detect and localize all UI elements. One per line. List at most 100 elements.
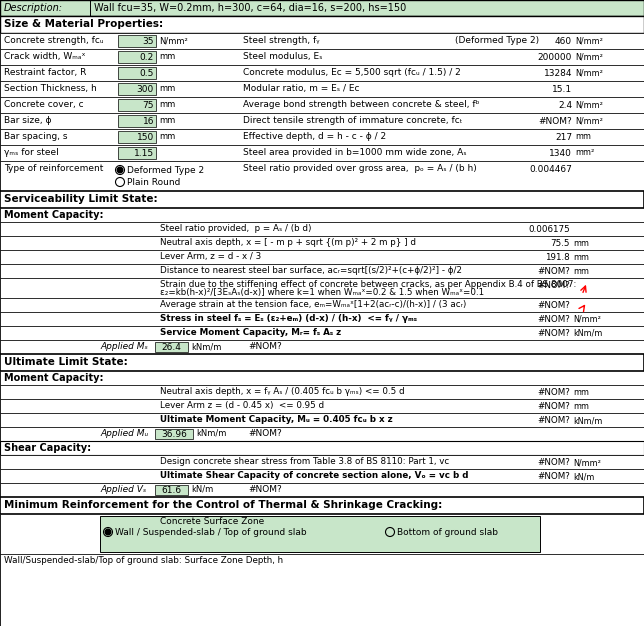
Text: Average strain at the tension face, eₘ=Wₘₐˣ[1+2(aᴄᵣ-c)/(h-x)] / (3 aᴄᵣ): Average strain at the tension face, eₘ=W…: [160, 300, 466, 309]
Text: Effective depth, d = h - c - ϕ / 2: Effective depth, d = h - c - ϕ / 2: [243, 132, 386, 141]
Bar: [0, 65, 644, 81]
Text: N/mm²: N/mm²: [575, 116, 603, 125]
Text: Plain Round: Plain Round: [127, 178, 180, 187]
Text: Moment Capacity:: Moment Capacity:: [4, 210, 104, 220]
Text: Concrete Surface Zone: Concrete Surface Zone: [160, 517, 264, 526]
Text: 61.6: 61.6: [161, 486, 181, 495]
Text: N/mm²: N/mm²: [575, 52, 603, 61]
Text: N/mm²: N/mm²: [575, 100, 603, 109]
Bar: [0, 264, 644, 278]
Text: 1.15: 1.15: [134, 150, 154, 158]
Text: Type of reinforcement: Type of reinforcement: [4, 164, 104, 173]
Text: Applied Mₛ: Applied Mₛ: [100, 342, 148, 351]
Bar: [0, 222, 644, 236]
Bar: [0, 326, 644, 340]
Bar: [0, 354, 644, 371]
Bar: [0, 298, 644, 312]
Text: Steel modulus, Eₛ: Steel modulus, Eₛ: [243, 52, 323, 61]
Text: Steel ratio provided,  p = Aₛ / (b d): Steel ratio provided, p = Aₛ / (b d): [160, 224, 312, 233]
Bar: [0, 81, 644, 97]
Bar: [0, 469, 644, 483]
Text: mm: mm: [573, 402, 589, 411]
Text: Neutral axis depth, x = fᵧ Aₛ / (0.405 fᴄᵤ b γₘₛ) <= 0.5 d: Neutral axis depth, x = fᵧ Aₛ / (0.405 f…: [160, 387, 404, 396]
Bar: [0, 145, 644, 161]
Text: Steel strength, fᵧ: Steel strength, fᵧ: [243, 36, 319, 45]
Bar: [0, 250, 644, 264]
Text: Lever Arm z = (d - 0.45 x)  <= 0.95 d: Lever Arm z = (d - 0.45 x) <= 0.95 d: [160, 401, 324, 410]
Text: Concrete strength, fᴄᵤ: Concrete strength, fᴄᵤ: [4, 36, 104, 45]
Text: mm: mm: [159, 132, 175, 141]
Text: Wall / Suspended-slab / Top of ground slab: Wall / Suspended-slab / Top of ground sl…: [115, 528, 307, 537]
Text: mm: mm: [573, 267, 589, 276]
Bar: [100, 516, 540, 552]
Text: Moment Capacity:: Moment Capacity:: [4, 373, 104, 383]
Text: Concrete modulus, Eᴄ = 5,500 sqrt (fᴄᵤ / 1.5) / 2: Concrete modulus, Eᴄ = 5,500 sqrt (fᴄᵤ /…: [243, 68, 460, 77]
Bar: [0, 0, 644, 16]
Text: 0.006175: 0.006175: [528, 225, 570, 234]
Bar: [155, 485, 188, 495]
Text: (Deformed Type 2): (Deformed Type 2): [455, 36, 539, 45]
Text: kNm/m: kNm/m: [573, 329, 602, 338]
Text: 2.4: 2.4: [558, 101, 572, 111]
Text: 191.8: 191.8: [545, 253, 570, 262]
Bar: [118, 83, 156, 95]
Text: Stress in steel fₛ = Eₛ (ε₂+eₘ) (d-x) / (h-x)  <= fᵧ / γₘₛ: Stress in steel fₛ = Eₛ (ε₂+eₘ) (d-x) / …: [160, 314, 417, 323]
Text: mm: mm: [573, 388, 589, 397]
Text: Shear Capacity:: Shear Capacity:: [4, 443, 91, 453]
Bar: [0, 441, 644, 455]
Text: mm²: mm²: [575, 148, 594, 157]
Bar: [118, 147, 156, 159]
Text: Neutral axis depth, x = [ - m p + sqrt {(m p)² + 2 m p} ] d: Neutral axis depth, x = [ - m p + sqrt {…: [160, 238, 416, 247]
Text: mm: mm: [159, 52, 175, 61]
Bar: [0, 340, 644, 354]
Bar: [0, 427, 644, 441]
Text: Bottom of ground slab: Bottom of ground slab: [397, 528, 498, 537]
Bar: [0, 16, 644, 33]
Text: #NOM?: #NOM?: [537, 388, 570, 397]
Bar: [0, 385, 644, 399]
Text: Minimum Reinforcement for the Control of Thermal & Shrinkage Cracking:: Minimum Reinforcement for the Control of…: [4, 500, 442, 510]
Text: 75.5: 75.5: [551, 239, 570, 248]
Text: Distance to nearest steel bar surface, aᴄᵣ=sqrt[(s/2)²+(c+ϕ/2)²] - ϕ/2: Distance to nearest steel bar surface, a…: [160, 266, 462, 275]
Bar: [0, 554, 644, 626]
Text: Ultimate Limit State:: Ultimate Limit State:: [4, 357, 128, 367]
Text: 13284: 13284: [544, 69, 572, 78]
Bar: [118, 99, 156, 111]
Text: N/mm²: N/mm²: [573, 315, 601, 324]
Text: Modular ratio, m = Eₛ / Eᴄ: Modular ratio, m = Eₛ / Eᴄ: [243, 84, 359, 93]
Bar: [0, 49, 644, 65]
Text: 0.004467: 0.004467: [529, 165, 572, 175]
Text: N/mm²: N/mm²: [159, 36, 188, 45]
Text: Bar size, ϕ: Bar size, ϕ: [4, 116, 52, 125]
Text: Wall fcu=35, W=0.2mm, h=300, c=64, dia=16, s=200, hs=150: Wall fcu=35, W=0.2mm, h=300, c=64, dia=1…: [94, 3, 406, 13]
Text: #NOM?: #NOM?: [248, 342, 281, 351]
Text: 0.5: 0.5: [140, 69, 154, 78]
Text: 0.2: 0.2: [140, 53, 154, 63]
Text: Description:: Description:: [4, 3, 63, 13]
Text: Section Thickness, h: Section Thickness, h: [4, 84, 97, 93]
Bar: [0, 129, 644, 145]
Text: mm: mm: [575, 132, 591, 141]
Bar: [0, 514, 644, 554]
Text: mm: mm: [159, 116, 175, 125]
Text: Steel ratio provided over gross area,  pₒ = Aₛ / (b h): Steel ratio provided over gross area, pₒ…: [243, 164, 477, 173]
Text: kNm/m: kNm/m: [196, 429, 227, 438]
Text: N/mm²: N/mm²: [573, 458, 601, 467]
Text: mm: mm: [573, 253, 589, 262]
Text: #NOM?: #NOM?: [537, 472, 570, 481]
Text: Bar spacing, s: Bar spacing, s: [4, 132, 68, 141]
Text: Deformed Type 2: Deformed Type 2: [127, 166, 204, 175]
Text: ε₂=kb(h-x)²/[3EₛAₛ(d-x)] where k=1 when Wₘₐˣ=0.2 & 1.5 when Wₘₐˣ=0.1: ε₂=kb(h-x)²/[3EₛAₛ(d-x)] where k=1 when …: [160, 288, 484, 297]
Bar: [0, 312, 644, 326]
Bar: [118, 67, 156, 79]
Text: 36.96: 36.96: [161, 430, 187, 439]
Text: #NOM?: #NOM?: [537, 315, 570, 324]
Text: 16: 16: [142, 118, 154, 126]
Text: mm: mm: [159, 84, 175, 93]
Text: #NOM?: #NOM?: [248, 485, 281, 494]
Text: Size & Material Properties:: Size & Material Properties:: [4, 19, 163, 29]
Text: 150: 150: [137, 133, 154, 143]
Text: Crack width, Wₘₐˣ: Crack width, Wₘₐˣ: [4, 52, 86, 61]
Text: Strain due to the stiffening effect of concrete between cracks, as per Appendix : Strain due to the stiffening effect of c…: [160, 280, 576, 289]
Bar: [118, 35, 156, 47]
